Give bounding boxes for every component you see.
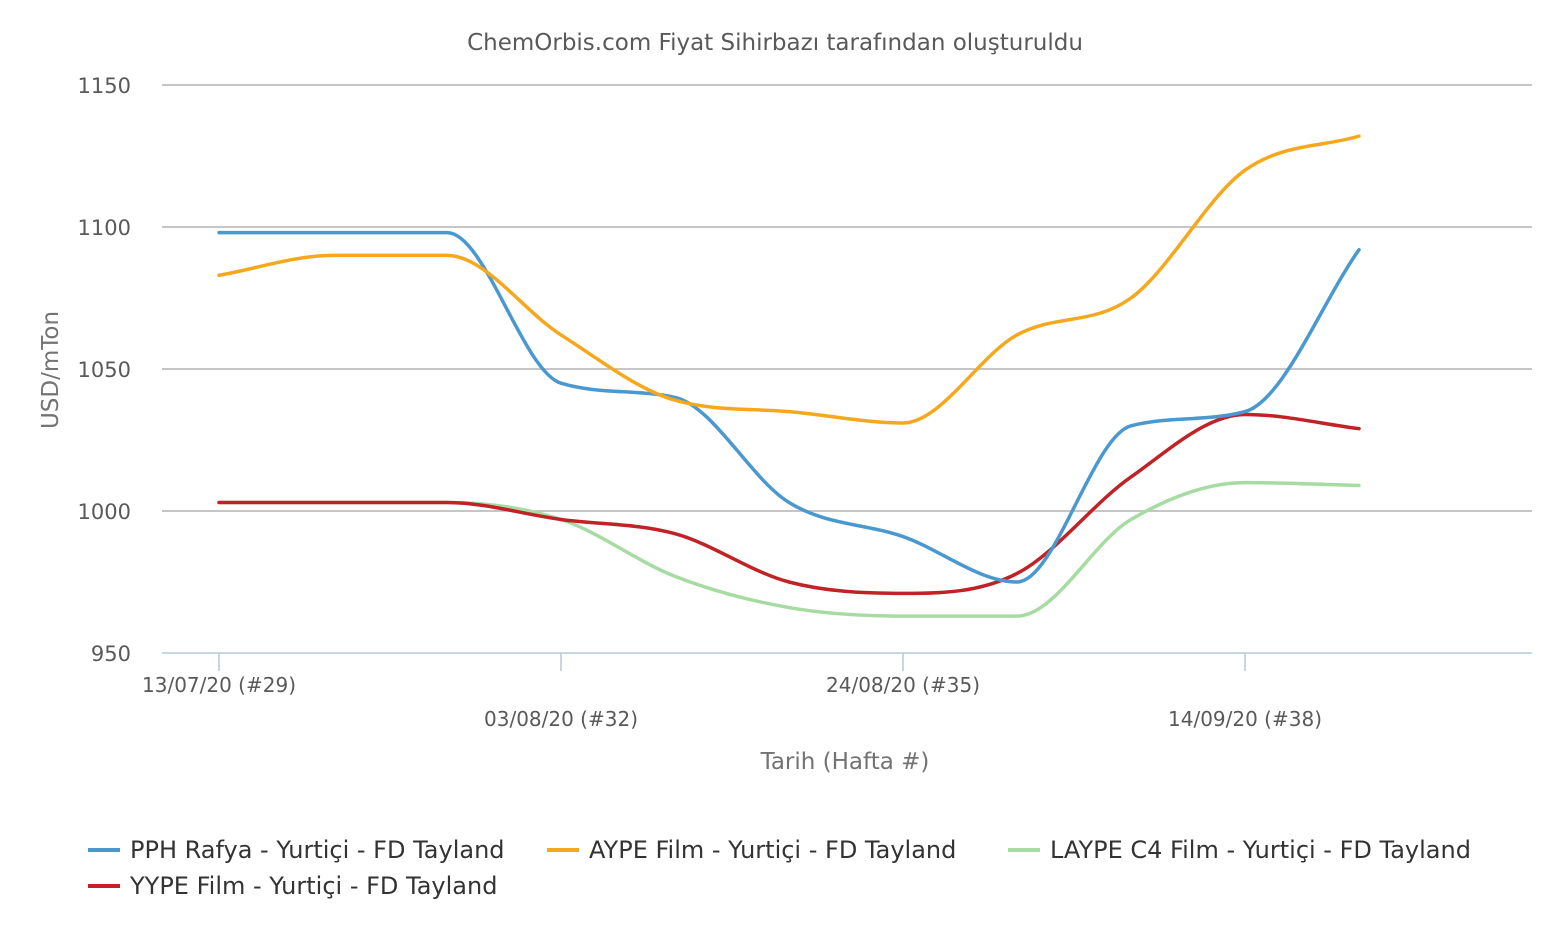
legend: PPH Rafya - Yurtiçi - FD Tayland AYPE Fil… <box>88 836 1471 900</box>
y-tick-label-950: 950 <box>91 642 131 666</box>
x-axis-ticks: 13/07/20 (#29) 03/08/20 (#32) 24/08/20 (#3… <box>142 653 1322 731</box>
y-tick-label-1000: 1000 <box>78 500 131 524</box>
chart-subtitle: ChemOrbis.com Fiyat Sihirbazı tarafından… <box>467 30 1083 56</box>
legend-label: LAYPE C4 Film - Yurtiçi - FD Tayland <box>1050 836 1471 864</box>
legend-item-yype[interactable]: YYPE Film - Yurtiçi - FD Tayland <box>88 872 497 900</box>
legend-label: YYPE Film - Yurtiçi - FD Tayland <box>129 872 497 900</box>
legend-label: AYPE Film - Yurtiçi - FD Tayland <box>589 836 956 864</box>
series-line-aype <box>217 134 1361 425</box>
x-tick-label: 14/09/20 (#38) <box>1168 707 1322 731</box>
legend-item-aype[interactable]: AYPE Film - Yurtiçi - FD Tayland <box>547 836 956 864</box>
legend-item-pph[interactable]: PPH Rafya - Yurtiçi - FD Tayland <box>88 836 505 864</box>
series-lines <box>217 134 1361 618</box>
legend-label: PPH Rafya - Yurtiçi - FD Tayland <box>130 836 505 864</box>
x-tick-label: 03/08/20 (#32) <box>484 707 638 731</box>
y-axis-title: USD/mTon <box>38 311 64 429</box>
x-axis-title: Tarih (Hafta #) <box>760 749 930 775</box>
y-tick-label-1100: 1100 <box>78 216 131 240</box>
gridlines <box>162 84 1532 512</box>
y-axis-ticks: 950 1000 1050 1100 1150 <box>78 74 131 666</box>
series-line-yype <box>217 412 1361 596</box>
series-line-pph <box>217 230 1361 584</box>
legend-item-laype[interactable]: LAYPE C4 Film - Yurtiçi - FD Tayland <box>1008 836 1471 864</box>
x-tick-label: 13/07/20 (#29) <box>142 673 296 697</box>
y-tick-label-1150: 1150 <box>78 74 131 98</box>
x-tick-label: 24/08/20 (#35) <box>826 673 980 697</box>
y-tick-label-1050: 1050 <box>78 358 131 382</box>
